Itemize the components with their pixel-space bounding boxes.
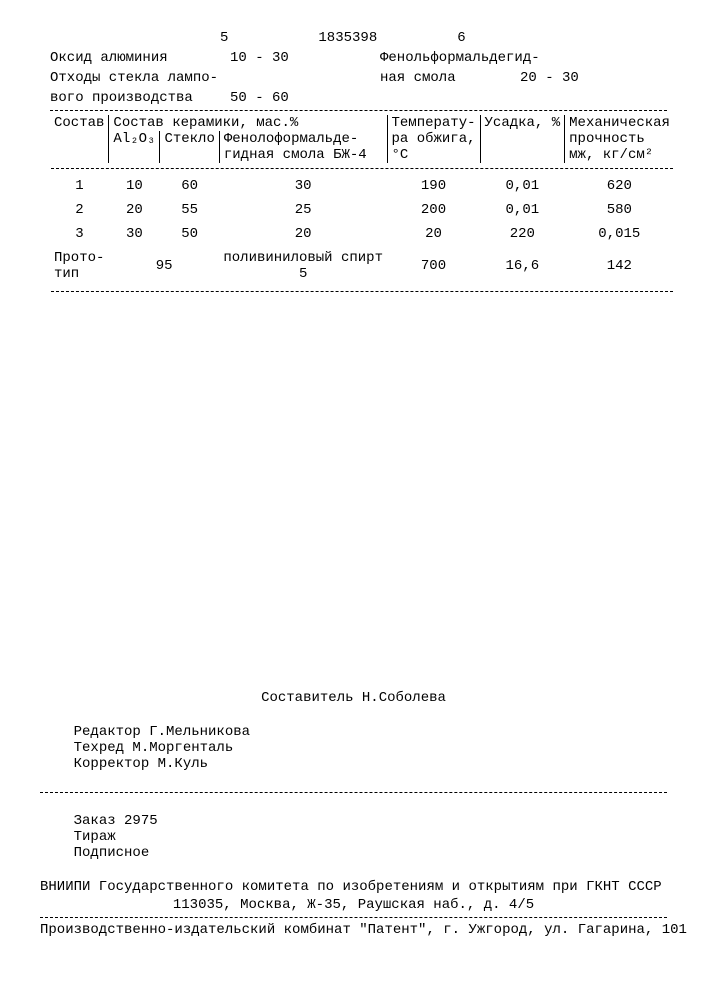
- oxide-label: Оксид алюминия: [50, 50, 230, 66]
- doc-number: 1835398: [318, 30, 377, 46]
- glass-label-1: Отходы стекла лампо-: [50, 70, 380, 86]
- th-temp: Температу- ра обжига, °С: [387, 115, 480, 163]
- corrector: Корректор М.Куль: [74, 756, 208, 772]
- compiler: Составитель Н.Соболева: [40, 690, 667, 706]
- editor: Редактор Г.Мельникова: [74, 724, 274, 740]
- th-strength: Механическая прочность мж, кг/см²: [565, 115, 674, 163]
- divider: [50, 110, 667, 111]
- data-table: Состав Состав керамики, мас.% Температу-…: [50, 115, 674, 297]
- footer: Составитель Н.Соболева Редактор Г.Мельни…: [40, 688, 667, 940]
- resin-label-2: ная смола: [380, 70, 520, 86]
- resin-val: 20 - 30: [520, 70, 579, 86]
- divider: [51, 291, 673, 292]
- publisher: Производственно-издательский комбинат "П…: [40, 922, 667, 938]
- prototype-row: Прото- тип 95 поливиниловый спирт 5 700 …: [50, 246, 674, 286]
- table-row: 1 10 60 30 190 0,01 620: [50, 174, 674, 198]
- oxide-val: 10 - 30: [230, 50, 380, 66]
- divider: [40, 792, 667, 793]
- org-line-2: 113035, Москва, Ж-35, Раушская наб., д. …: [40, 897, 667, 913]
- tech: Техред М.Моргенталь: [74, 740, 294, 756]
- table-row: 3 30 50 20 20 220 0,015: [50, 222, 674, 246]
- divider: [40, 917, 667, 918]
- th-composition: Состав керамики, мас.%: [109, 115, 387, 131]
- tirage: Тираж: [74, 829, 294, 845]
- table-row: 2 20 55 25 200 0,01 580: [50, 198, 674, 222]
- header-numbers: 5 1835398 6: [50, 30, 667, 46]
- subscription: Подписное: [74, 845, 150, 861]
- resin-label-1: Фенольформальдегид-: [380, 50, 540, 66]
- th-sostav: Состав: [50, 115, 109, 131]
- col-num-right: 6: [457, 30, 465, 46]
- th-al2o3: Al₂O₃: [109, 131, 160, 163]
- th-shrink: Усадка, %: [480, 115, 565, 163]
- th-glass: Стекло: [160, 131, 219, 163]
- th-resin: Фенолоформальде- гидная смола БЖ-4: [219, 131, 387, 163]
- glass-label-2: вого производства: [50, 90, 230, 106]
- org-line-1: ВНИИПИ Государственного комитета по изоб…: [40, 879, 667, 895]
- divider: [51, 168, 673, 169]
- glass-val: 50 - 60: [230, 90, 289, 106]
- order: Заказ 2975: [74, 813, 274, 829]
- col-num-left: 5: [220, 30, 228, 46]
